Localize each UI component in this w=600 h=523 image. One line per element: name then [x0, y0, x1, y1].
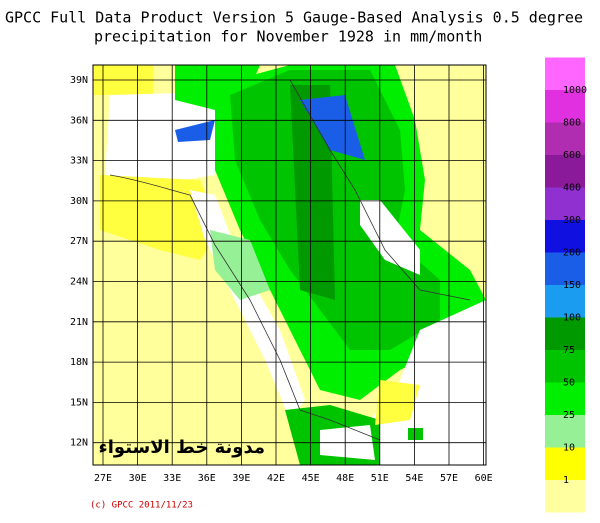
lon-label: 36E [198, 473, 216, 484]
legend-swatch [545, 155, 585, 188]
legend-label: 50 [563, 378, 575, 389]
lat-label: 12N [70, 438, 88, 449]
credit: (c) GPCC 2011/11/23 [90, 501, 193, 511]
legend-label: 75 [563, 345, 575, 356]
lat-label: 18N [70, 357, 88, 368]
lat-label: 36N [70, 115, 88, 126]
legend-label: 800 [563, 118, 581, 129]
lat-label: 39N [70, 75, 88, 86]
lat-label: 27N [70, 236, 88, 247]
map-area [93, 65, 486, 465]
lon-label: 27E [94, 473, 112, 484]
legend-swatch [545, 122, 585, 155]
watermark: مدونة خط الاستواء [99, 437, 265, 458]
lon-label: 57E [440, 473, 458, 484]
lat-label: 33N [70, 156, 88, 167]
lon-label: 30E [129, 473, 147, 484]
legend-swatch [545, 220, 585, 253]
legend-label: 100 [563, 313, 581, 324]
legend-swatch [545, 285, 585, 318]
lon-label: 54E [405, 473, 423, 484]
legend-label: 300 [563, 215, 581, 226]
lat-label: 24N [70, 277, 88, 288]
legend-swatch [545, 447, 585, 480]
lon-label: 60E [475, 473, 493, 484]
lon-label: 45E [302, 473, 320, 484]
lat-label: 21N [70, 317, 88, 328]
lon-label: 39E [232, 473, 250, 484]
color-legend: 1000 800 600 400 300 200 150 100 75 50 25 10 1 [545, 57, 587, 513]
legend-label: 1000 [563, 85, 587, 96]
title-line: precipitation for November 1928 in mm/mo… [94, 28, 482, 46]
legend-swatch [545, 350, 585, 383]
legend-label: 600 [563, 150, 581, 161]
legend-label: 25 [563, 410, 575, 421]
lon-label: 48E [336, 473, 354, 484]
legend-label: 1 [563, 475, 569, 486]
legend-label: 150 [563, 280, 581, 291]
map-frame [92, 64, 487, 466]
legend-swatch [545, 317, 585, 350]
legend-swatch [545, 90, 585, 123]
graticule [93, 65, 486, 465]
lat-label: 15N [70, 397, 88, 408]
legend-swatch [545, 187, 585, 220]
legend-label: 400 [563, 183, 581, 194]
legend-label: 10 [563, 443, 575, 454]
lon-label: 33E [163, 473, 181, 484]
legend-swatch [545, 252, 585, 285]
lon-label: 42E [267, 473, 285, 484]
lat-label: 30N [70, 196, 88, 207]
legend-swatch [545, 480, 585, 513]
legend-swatch [545, 382, 585, 415]
legend-swatch [545, 415, 585, 448]
legend-label: 200 [563, 248, 581, 259]
title-line: GPCC Full Data Product Version 5 Gauge-B… [5, 9, 583, 27]
legend-swatch [545, 57, 585, 90]
lon-label: 51E [371, 473, 389, 484]
